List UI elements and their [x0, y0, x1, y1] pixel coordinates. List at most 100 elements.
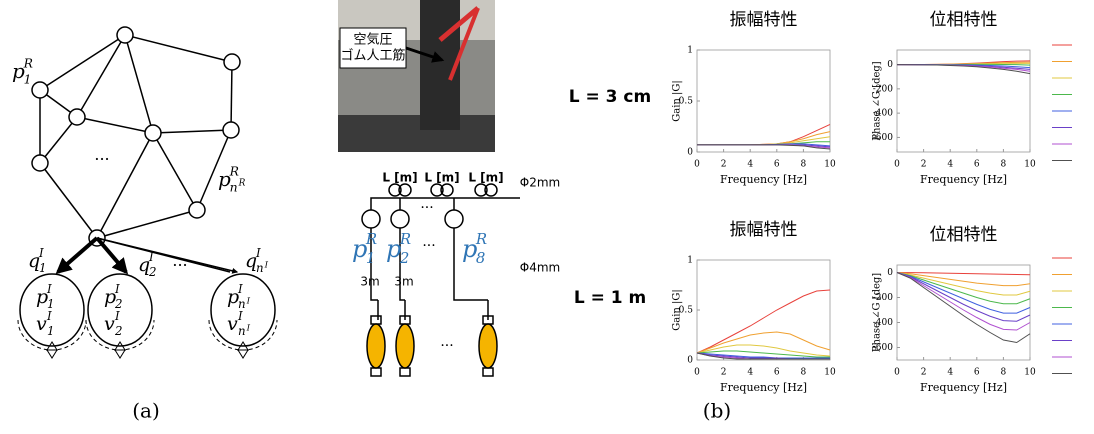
y-tick-label: -200: [873, 293, 893, 303]
series-line: [897, 273, 1030, 296]
node: [32, 82, 48, 98]
math-sup: R: [229, 163, 239, 178]
y-tick-label: -400: [873, 318, 893, 328]
edge: [40, 117, 77, 163]
series-line: [697, 124, 830, 144]
y-axis-label: Phase ∠G [deg]: [872, 273, 883, 353]
x-tick-label: 0: [894, 368, 900, 378]
math-base: v: [227, 313, 238, 335]
x-tick-label: 8: [1001, 368, 1007, 378]
row-label: L = 1 m: [574, 288, 646, 308]
x-tick-label: 4: [947, 160, 953, 170]
y-tick-label: -600: [873, 133, 893, 143]
ellipsis: ···: [440, 338, 453, 354]
y-tick-label: 0.5: [679, 306, 694, 316]
x-tick-label: 6: [774, 160, 780, 170]
tube-label: L [m]: [424, 171, 459, 185]
math-sub: 1: [24, 71, 32, 86]
ellipsis: ···: [422, 238, 435, 254]
chart-title: 振幅特性: [730, 10, 798, 30]
y-tick-label: 0.5: [679, 97, 694, 107]
math-subsup: I: [246, 323, 251, 333]
node: [145, 125, 161, 141]
math-sup: R: [365, 230, 377, 248]
tube-label: Φ4mm: [520, 261, 560, 275]
x-tick-label: 8: [1001, 160, 1007, 170]
math-sup: I: [38, 246, 44, 260]
x-tick-label: 2: [921, 160, 927, 170]
y-tick-label: -600: [873, 343, 893, 353]
math-subsup: I: [246, 296, 251, 306]
math-sup: I: [237, 282, 243, 296]
length-label: 3m: [394, 275, 413, 289]
y-tick-label: 1: [687, 256, 693, 266]
x-tick-label: 8: [801, 368, 807, 378]
x-tick-label: 0: [694, 160, 700, 170]
node: [117, 27, 133, 43]
math-sub: n: [256, 261, 264, 275]
x-tick-label: 4: [947, 368, 953, 378]
math-sup: I: [46, 309, 52, 323]
tube-label: L [m]: [468, 171, 503, 185]
math-base: v: [36, 313, 47, 335]
math-sup: I: [114, 309, 120, 323]
y-tick-label: 1: [687, 46, 693, 56]
y-tick-label: -400: [873, 109, 893, 119]
edge: [40, 35, 125, 90]
math-sup: I: [237, 309, 243, 323]
x-axis-label: Frequency [Hz]: [720, 381, 807, 394]
edge: [77, 35, 125, 117]
x-tick-label: 2: [721, 368, 727, 378]
ellipsis: ···: [94, 150, 109, 169]
x-tick-label: 6: [974, 160, 980, 170]
math-sub: n: [238, 324, 246, 338]
chart-title: 位相特性: [930, 225, 998, 245]
math-sup: I: [148, 250, 154, 264]
math-sup: R: [475, 230, 487, 248]
math-sup: R: [23, 55, 33, 70]
figure: ···pR1pRnRpI1vI1pI2vI2pInIvInIqI1qI2···q…: [0, 0, 1094, 434]
edge: [125, 35, 153, 133]
math-sub: 2: [148, 265, 157, 279]
x-tick-label: 10: [824, 160, 836, 170]
math-sub: 1: [47, 324, 55, 338]
x-tick-label: 4: [747, 368, 753, 378]
edge: [125, 35, 232, 62]
tube-label: L [m]: [382, 171, 417, 185]
ellipsis: ···: [172, 256, 187, 275]
math-sup: R: [399, 230, 411, 248]
math-sub: 1: [366, 249, 375, 267]
math-sup: I: [46, 282, 52, 296]
math-sup: I: [114, 282, 120, 296]
math-sub: 8: [476, 249, 485, 267]
math-sub: 2: [399, 249, 409, 267]
x-tick-label: 4: [747, 160, 753, 170]
node: [224, 54, 240, 70]
x-tick-label: 10: [1024, 160, 1036, 170]
x-tick-label: 6: [974, 368, 980, 378]
x-tick-label: 8: [801, 160, 807, 170]
node: [69, 109, 85, 125]
length-label: 3m: [360, 275, 379, 289]
edge: [153, 133, 197, 210]
math-subsup: I: [264, 260, 269, 270]
row-label: L = 3 cm: [569, 87, 651, 107]
series-line: [897, 273, 1030, 322]
edge: [231, 62, 232, 130]
chart-title: 振幅特性: [730, 220, 798, 240]
y-tick-label: -200: [873, 84, 893, 94]
x-axis-label: Frequency [Hz]: [720, 173, 807, 186]
series-line: [697, 290, 830, 353]
x-tick-label: 0: [894, 160, 900, 170]
ellipsis: ···: [420, 200, 433, 216]
node: [189, 202, 205, 218]
math-base: v: [104, 313, 115, 335]
math-subsup: R: [238, 178, 246, 188]
x-tick-label: 10: [1024, 368, 1036, 378]
series-line: [697, 137, 830, 145]
x-tick-label: 2: [721, 160, 727, 170]
